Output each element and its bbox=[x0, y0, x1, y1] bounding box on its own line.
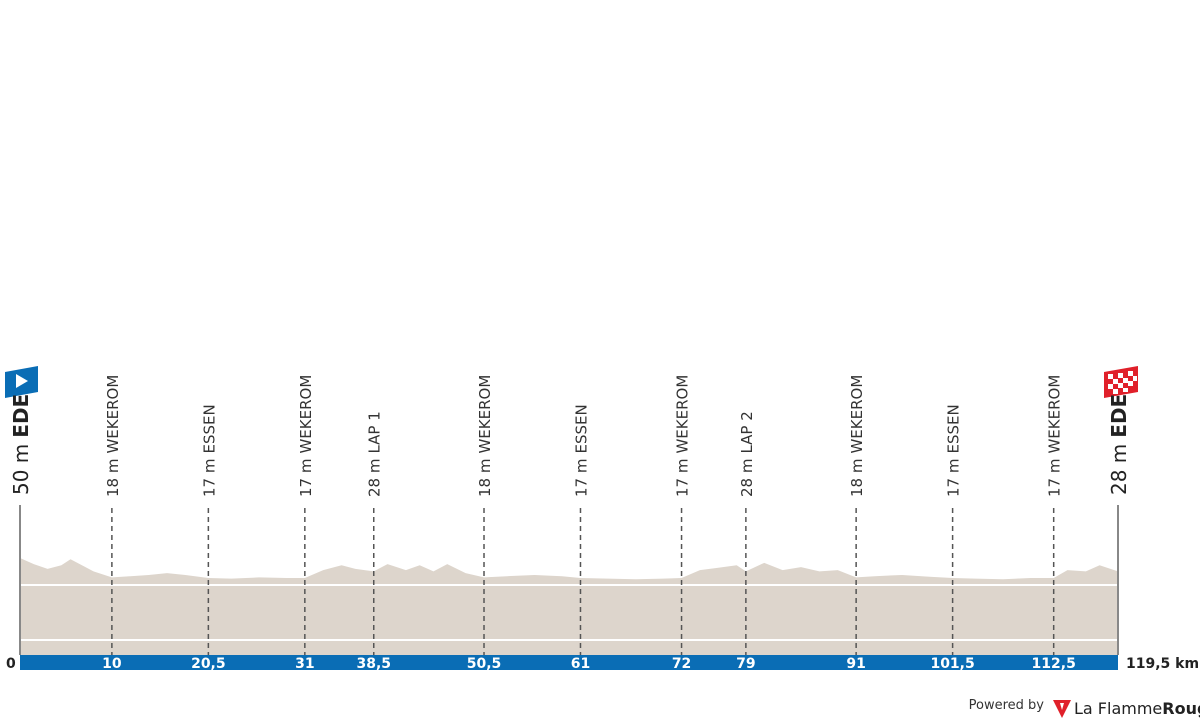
km-label: 72 bbox=[672, 656, 691, 672]
checkpoint-label: 17 m WEKEROM bbox=[297, 375, 315, 497]
place: LAP 1 bbox=[366, 411, 384, 453]
altitude: 18 m bbox=[476, 459, 494, 497]
checkpoint-label: 17 m ESSEN bbox=[572, 404, 590, 497]
km-label: 91 bbox=[846, 656, 865, 672]
start-km: 0 bbox=[6, 656, 16, 672]
plot bbox=[19, 505, 1119, 670]
km-label: 101,5 bbox=[930, 656, 974, 672]
place: WEKEROM bbox=[1046, 375, 1064, 454]
checkpoint-label: 18 m WEKEROM bbox=[848, 375, 866, 497]
altitude: 17 m bbox=[945, 459, 963, 497]
elevation-area bbox=[20, 558, 1118, 655]
place: EDE bbox=[9, 394, 33, 438]
altitude: 18 m bbox=[848, 459, 866, 497]
km-label: 61 bbox=[571, 656, 590, 672]
checkpoint-label: 17 m ESSEN bbox=[200, 404, 218, 497]
start-label: 50 m EDE bbox=[9, 394, 33, 495]
place: ESSEN bbox=[945, 404, 963, 453]
place: WEKEROM bbox=[104, 375, 122, 454]
checkpoint-label: 17 m WEKEROM bbox=[1046, 375, 1064, 497]
place: ESSEN bbox=[572, 404, 590, 453]
altitude: 28 m bbox=[366, 459, 384, 497]
km-bar bbox=[20, 655, 1118, 670]
km-label: 50,5 bbox=[467, 656, 502, 672]
brand-a: La Flamme bbox=[1074, 699, 1162, 718]
place: WEKEROM bbox=[848, 375, 866, 454]
finish-km: 119,5 km bbox=[1126, 656, 1199, 672]
checkpoint-label: 18 m WEKEROM bbox=[476, 375, 494, 497]
km-label: 112,5 bbox=[1032, 656, 1076, 672]
km-label: 31 bbox=[295, 656, 314, 672]
start-icon bbox=[5, 366, 38, 398]
place: EDE bbox=[1107, 394, 1131, 438]
km-label: 10 bbox=[102, 656, 122, 672]
checkpoint-label: 28 m LAP 1 bbox=[366, 411, 384, 497]
checkpoint-label: 17 m WEKEROM bbox=[674, 375, 692, 497]
altitude: 17 m bbox=[674, 459, 692, 497]
checkpoint-label: 18 m WEKEROM bbox=[104, 375, 122, 497]
place: WEKEROM bbox=[297, 375, 315, 454]
altitude: 17 m bbox=[572, 459, 590, 497]
km-label: 79 bbox=[736, 656, 755, 672]
altitude: 18 m bbox=[104, 459, 122, 497]
finish-icon bbox=[1104, 366, 1138, 398]
altitude: 17 m bbox=[1046, 459, 1064, 497]
km-label: 20,5 bbox=[191, 656, 226, 672]
place: WEKEROM bbox=[476, 375, 494, 454]
altitude: 50 m bbox=[9, 444, 33, 495]
labels: 50 m EDE 28 m EDE 0 119,5 km 18 m WEKEROM 10 17 m… bbox=[6, 375, 1199, 672]
place: ESSEN bbox=[200, 404, 218, 453]
km-label: 38,5 bbox=[356, 656, 391, 672]
altitude: 28 m bbox=[1107, 444, 1131, 495]
altitude: 17 m bbox=[200, 459, 218, 497]
checkpoint-label: 28 m LAP 2 bbox=[738, 411, 756, 497]
place: LAP 2 bbox=[738, 411, 756, 453]
brand-b: Rouge bbox=[1162, 699, 1200, 718]
finish-label: 28 m EDE bbox=[1107, 394, 1131, 495]
brand-logo bbox=[1053, 700, 1071, 718]
checkpoint-label: 17 m ESSEN bbox=[945, 404, 963, 497]
place: WEKEROM bbox=[674, 375, 692, 454]
powered-by: Powered by bbox=[969, 698, 1045, 713]
altitude: 28 m bbox=[738, 459, 756, 497]
brand: La FlammeRouge bbox=[1074, 699, 1200, 718]
altitude: 17 m bbox=[297, 459, 315, 497]
